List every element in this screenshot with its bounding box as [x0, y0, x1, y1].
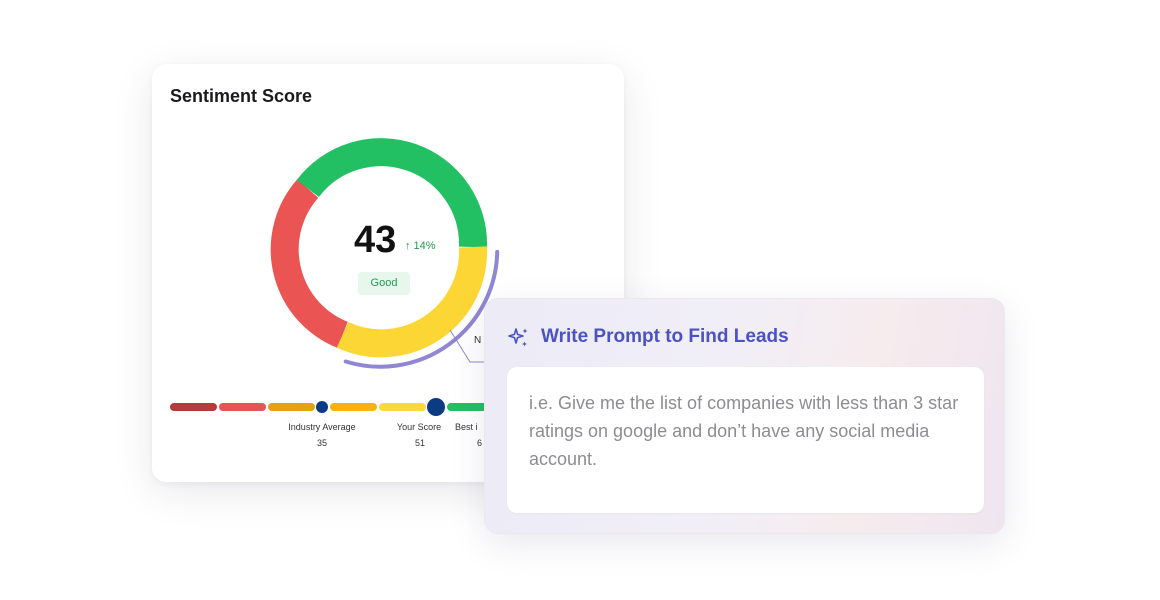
card-title: Sentiment Score: [170, 86, 313, 106]
scale-segment-4: [330, 403, 377, 411]
your-score-marker: [427, 398, 445, 416]
callout-label: N: [474, 335, 482, 346]
prompt-title: Write Prompt to Find Leads: [541, 326, 789, 347]
score-change: ↑ 14%: [405, 240, 436, 252]
prompt-panel: Write Prompt to Find Leads i.e. Give me …: [484, 298, 1005, 534]
best-in-class-value: 6: [477, 438, 483, 448]
score-value: 43: [354, 219, 397, 261]
gauge-segment-red: [270, 179, 349, 348]
sentiment-gauge: [270, 138, 500, 369]
best-in-class-label: Best i: [455, 422, 478, 432]
industry-average-marker: [316, 401, 328, 413]
prompt-input[interactable]: i.e. Give me the list of companies with …: [507, 367, 984, 513]
scale-segment-3: [268, 403, 315, 411]
your-score-value: 51: [414, 438, 425, 448]
gauge-accent-arc: [343, 249, 500, 369]
gauge-segment-green: [296, 138, 488, 248]
sentiment-score-card: Sentiment Score 43 ↑ 14% Good N Industry…: [152, 64, 624, 482]
gauge-segment-yellow: [336, 246, 488, 358]
industry-average-label: Industry Average: [288, 422, 356, 432]
your-score-label: Your Score: [396, 422, 442, 432]
scale-segment-2: [219, 403, 266, 411]
industry-average-value: 35: [316, 438, 327, 448]
sparkle-icon: [508, 328, 528, 347]
prompt-placeholder: i.e. Give me the list of companies with …: [529, 393, 959, 469]
scale-segment-6: [447, 403, 497, 411]
scale-segment-5: [379, 403, 426, 411]
rating-badge: Good: [358, 272, 410, 295]
scale-segment-1: [170, 403, 217, 411]
